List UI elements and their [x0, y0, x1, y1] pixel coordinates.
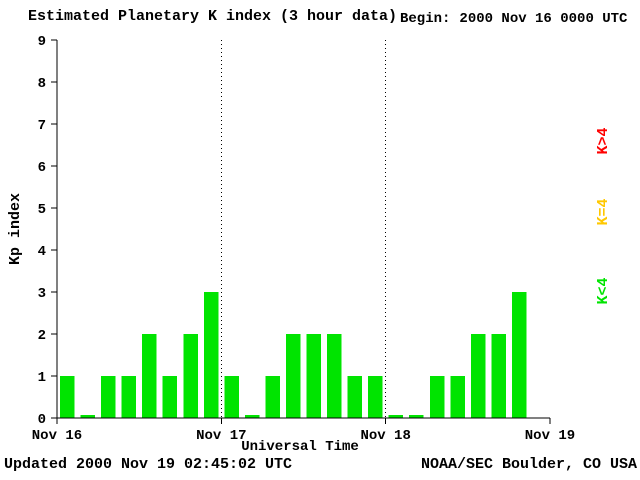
kp-bar [121, 376, 137, 418]
y-tick-label: 0 [38, 412, 46, 428]
x-tick-label: Nov 16 [32, 428, 82, 444]
begin-time: Begin: 2000 Nov 16 0000 UTC [400, 11, 627, 27]
kp-bar [388, 415, 404, 418]
y-tick-label: 8 [38, 76, 46, 92]
y-tick-label: 7 [38, 118, 46, 134]
legend-k-equal-4: K=4 [595, 198, 612, 226]
kp-bar [142, 334, 157, 418]
kp-bar [327, 334, 342, 418]
x-tick-label: Nov 18 [360, 428, 410, 444]
kp-bar [183, 334, 198, 418]
x-tick-label: Nov 17 [196, 428, 246, 444]
begin-label: Begin: [400, 11, 451, 27]
kp-bar [429, 376, 445, 418]
kp-bar [306, 334, 321, 418]
kp-bar [60, 376, 75, 418]
kp-bar [162, 376, 178, 418]
kp-bar [224, 376, 239, 418]
y-tick-label: 1 [38, 370, 46, 386]
x-tick-label: Nov 19 [525, 428, 575, 444]
legend-k-greater-4: K>4 [595, 127, 612, 155]
updated-timestamp: Updated 2000 Nov 19 02:45:02 UTC [4, 456, 293, 473]
y-tick-label: 3 [38, 286, 46, 302]
begin-value: 2000 Nov 16 0000 UTC [459, 11, 628, 27]
page-title: Estimated Planetary K index (3 hour data… [28, 8, 398, 25]
kp-bar [511, 292, 527, 418]
y-tick-label: 9 [38, 34, 46, 50]
kp-bar [491, 334, 506, 418]
kp-bar [450, 376, 465, 418]
kp-bar [101, 376, 116, 418]
y-tick-label: 5 [38, 202, 46, 218]
kp-bar [80, 415, 95, 418]
y-axis-title: Kp index [7, 193, 24, 266]
legend-k-less-4: K<4 [595, 277, 612, 305]
kp-bar [368, 376, 383, 418]
kp-bar [409, 415, 424, 418]
kp-bar [203, 292, 219, 418]
x-axis-title: Universal Time [241, 439, 359, 455]
y-tick-label: 4 [38, 244, 46, 260]
y-tick-label: 2 [38, 328, 46, 344]
kp-bar [470, 334, 486, 418]
source-attribution: NOAA/SEC Boulder, CO USA [420, 456, 637, 473]
kp-bar [265, 376, 280, 418]
kp-bar [244, 415, 260, 418]
kp-bar [347, 376, 363, 418]
y-tick-label: 6 [38, 160, 46, 176]
kp-bar [286, 334, 301, 418]
